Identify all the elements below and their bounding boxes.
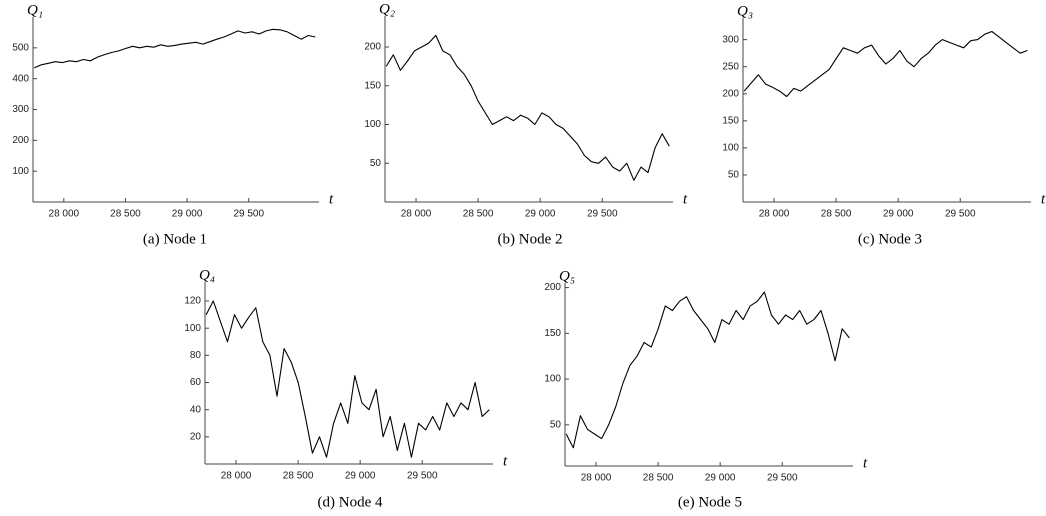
y-tick-label: 100 — [722, 143, 739, 154]
y-axis-label: Q₅ — [559, 268, 575, 284]
y-tick-label: 40 — [190, 404, 202, 415]
x-tick-label: 28 500 — [821, 209, 852, 220]
y-axis-label: Q₄ — [199, 267, 215, 283]
x-tick-label: 29 000 — [525, 209, 556, 220]
y-tick-label: 300 — [722, 34, 739, 45]
x-tick-label: 28 000 — [221, 471, 252, 482]
y-tick-label: 50 — [728, 170, 740, 181]
x-tick-label: 29 500 — [945, 209, 976, 220]
y-tick-label: 100 — [12, 166, 29, 177]
x-tick-label: 28 500 — [463, 209, 494, 220]
y-tick-label: 150 — [722, 115, 739, 126]
y-tick-label: 80 — [190, 350, 202, 361]
y-tick-label: 150 — [544, 328, 561, 339]
x-axis-label: t — [1041, 191, 1046, 207]
y-tick-label: 200 — [722, 88, 739, 99]
y-tick-label: 100 — [544, 374, 561, 385]
series-line — [565, 291, 850, 449]
y-tick-label: 60 — [190, 377, 202, 388]
y-tick-label: 50 — [550, 419, 562, 430]
x-tick-label: 29 500 — [587, 209, 618, 220]
y-tick-label: 100 — [184, 323, 201, 334]
y-tick-label: 120 — [184, 296, 201, 307]
x-tick-label: 29 000 — [705, 473, 736, 484]
x-tick-label: 29 500 — [407, 471, 438, 482]
x-tick-label: 29 000 — [883, 209, 914, 220]
series-line — [743, 30, 1028, 98]
x-tick-label: 28 000 — [759, 209, 790, 220]
caption: (e) Node 5 — [678, 494, 742, 510]
caption: (b) Node 2 — [498, 231, 563, 247]
x-tick-label: 28 500 — [643, 473, 674, 484]
y-tick-label: 50 — [370, 158, 382, 169]
x-tick-label: 29 500 — [233, 209, 264, 220]
series-line — [385, 34, 670, 181]
y-tick-label: 400 — [12, 73, 29, 84]
x-tick-label: 28 000 — [401, 209, 432, 220]
y-tick-label: 200 — [12, 135, 29, 146]
x-axis-label: t — [683, 191, 688, 207]
y-tick-label: 150 — [364, 80, 381, 91]
x-tick-label: 28 500 — [283, 471, 314, 482]
x-axis-label: t — [503, 453, 508, 469]
y-tick-label: 200 — [364, 42, 381, 53]
y-tick-label: 300 — [12, 104, 29, 115]
y-tick-label: 250 — [722, 61, 739, 72]
x-tick-label: 29 000 — [172, 209, 203, 220]
y-tick-label: 500 — [12, 42, 29, 53]
x-tick-label: 28 000 — [49, 209, 80, 220]
y-tick-label: 20 — [190, 431, 202, 442]
y-tick-label: 200 — [544, 282, 561, 293]
caption: (a) Node 1 — [143, 231, 207, 247]
series-line — [33, 28, 316, 69]
x-axis-label: t — [329, 191, 334, 207]
y-axis-label: Q₂ — [379, 1, 395, 17]
x-axis-label: t — [863, 455, 868, 471]
x-tick-label: 28 000 — [581, 473, 612, 484]
caption: (c) Node 3 — [858, 231, 922, 247]
y-axis-label: Q₃ — [737, 3, 753, 19]
x-tick-label: 28 500 — [110, 209, 141, 220]
series-line — [205, 300, 490, 458]
x-tick-label: 29 000 — [345, 471, 376, 482]
x-tick-label: 29 500 — [767, 473, 798, 484]
caption: (d) Node 4 — [318, 494, 383, 510]
y-axis-label: Q₁ — [27, 2, 43, 18]
y-tick-label: 100 — [364, 119, 381, 130]
